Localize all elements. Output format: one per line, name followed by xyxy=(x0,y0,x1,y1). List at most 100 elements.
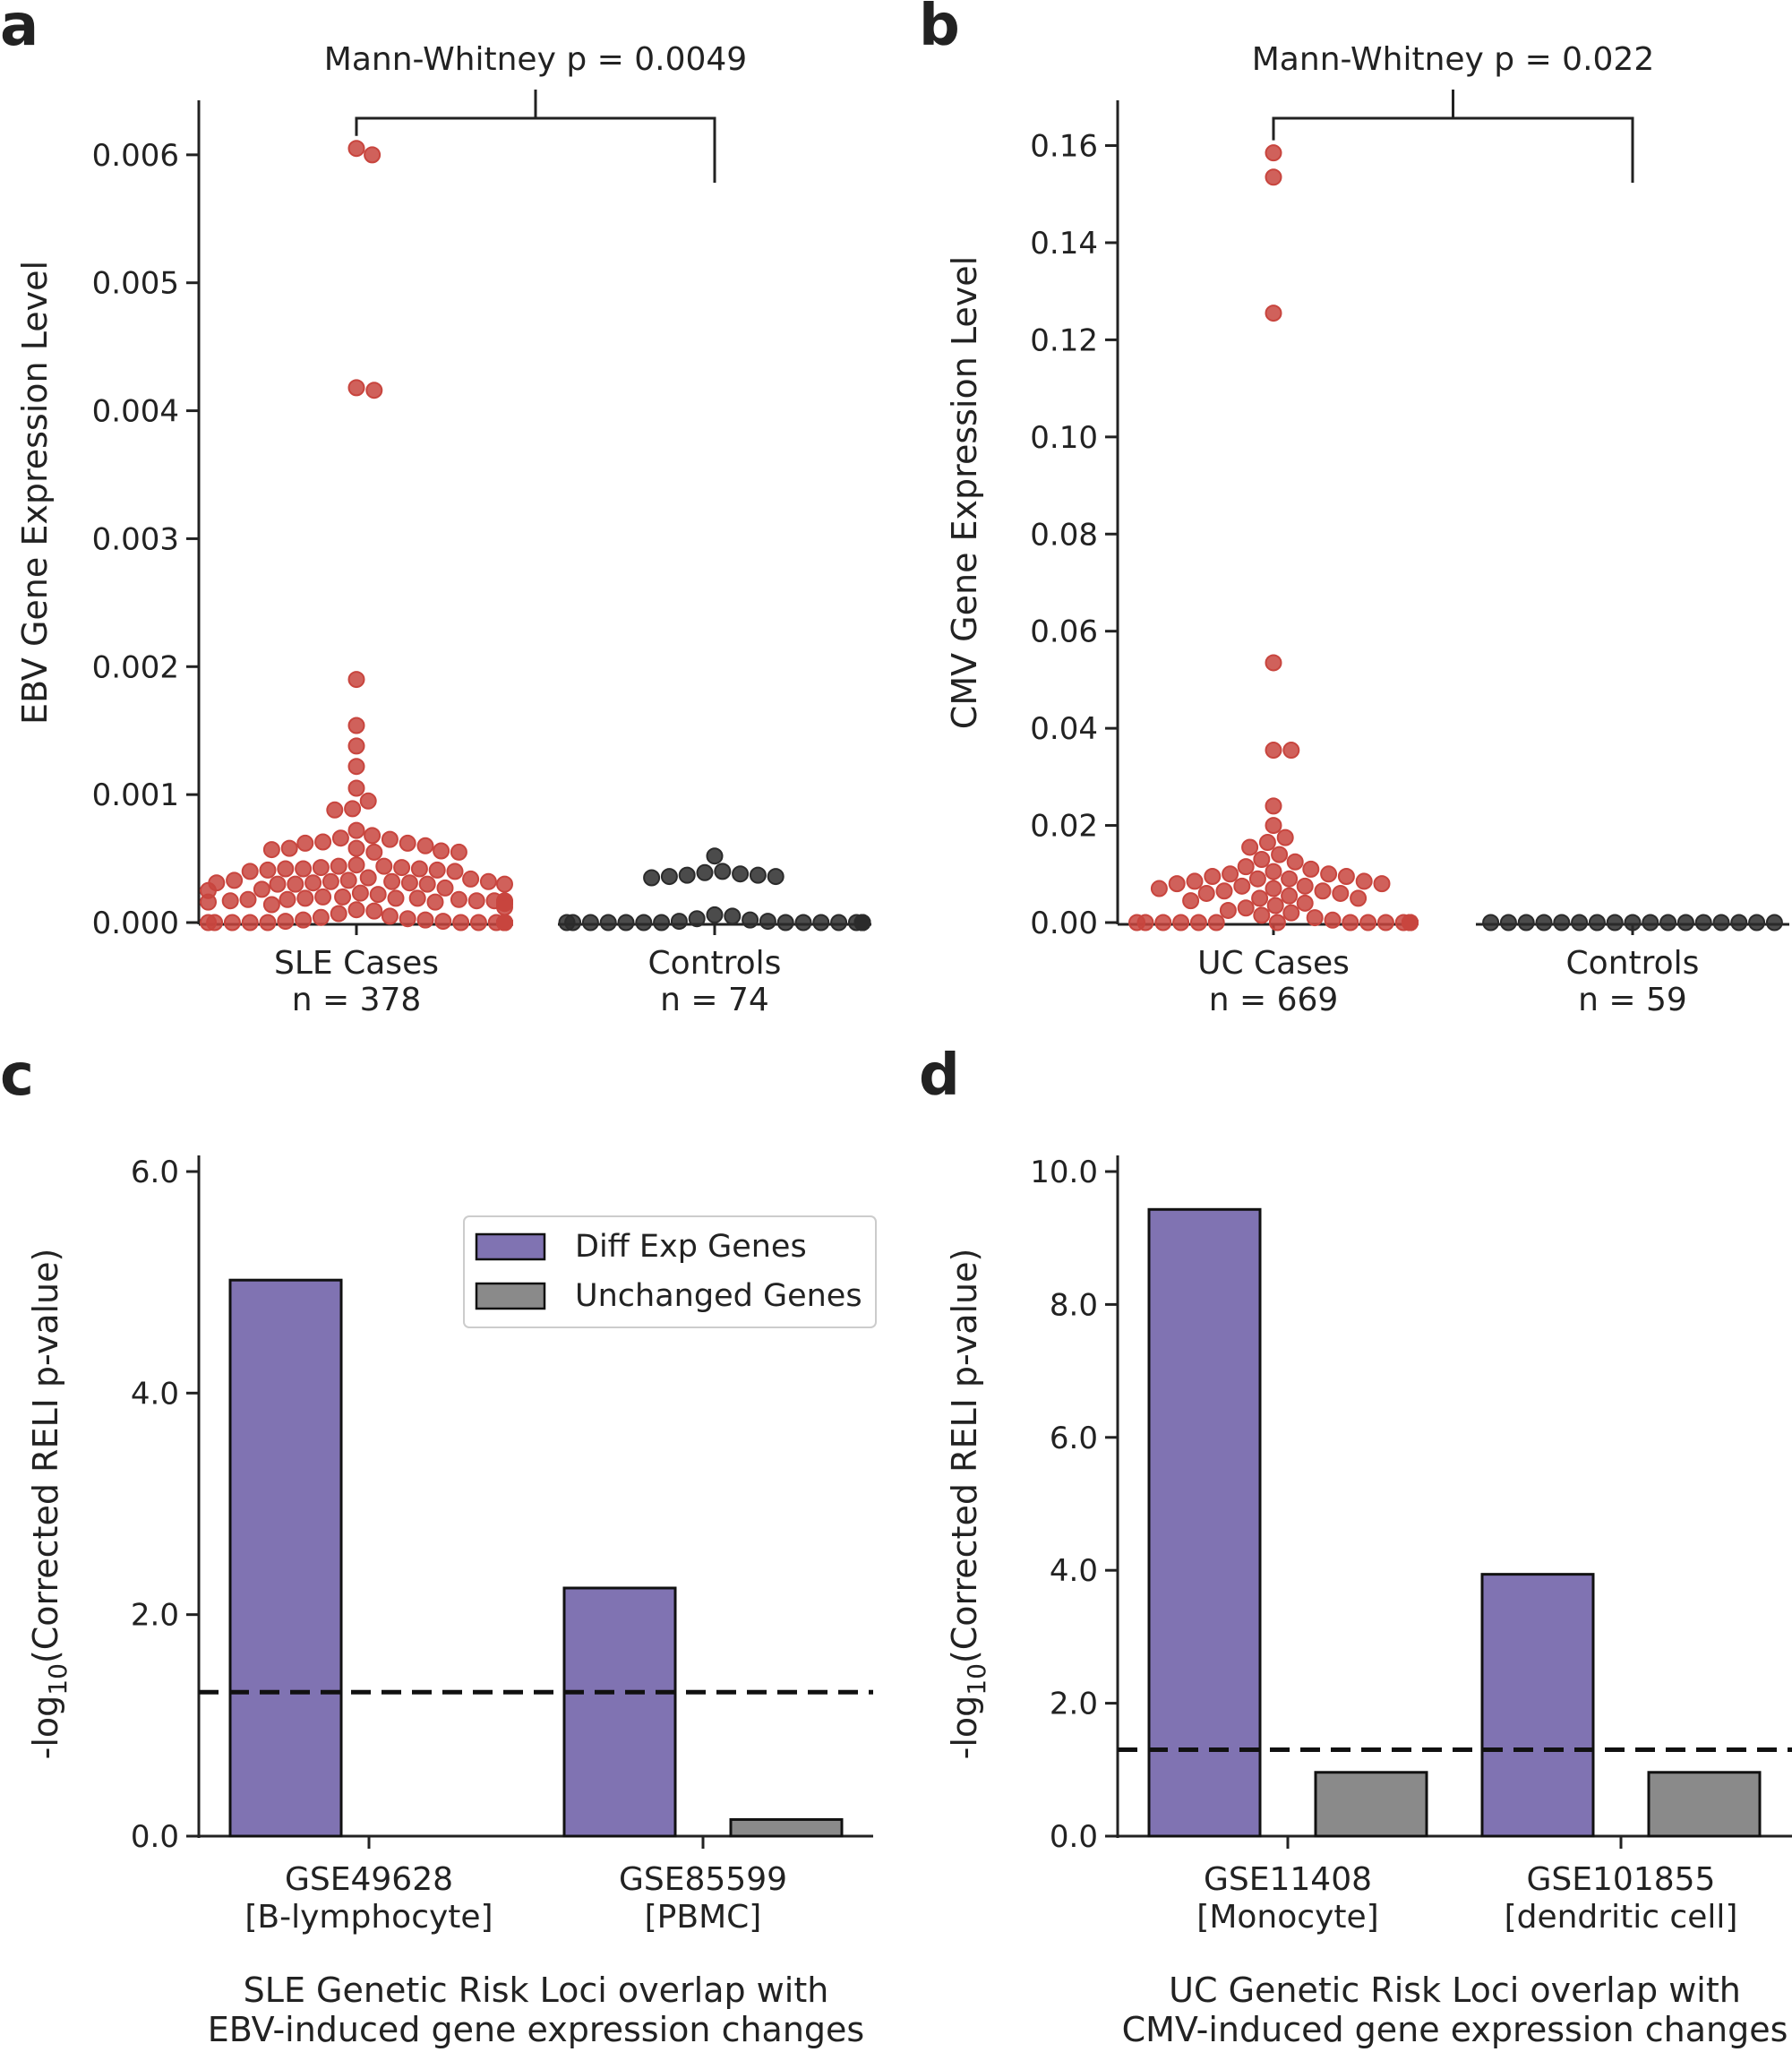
data-point xyxy=(1281,887,1299,905)
data-point xyxy=(496,914,513,932)
data-point xyxy=(408,889,426,907)
group-label: Controls xyxy=(648,945,782,982)
y-axis-label-prefix: -log xyxy=(945,1696,984,1760)
data-point xyxy=(749,866,767,884)
legend-label: Diff Exp Genes xyxy=(575,1229,807,1265)
legend-label: Unchanged Genes xyxy=(575,1278,862,1314)
y-axis-label-subscript: 10 xyxy=(962,1663,991,1696)
data-point xyxy=(1265,863,1282,880)
data-point xyxy=(1402,914,1419,932)
data-point xyxy=(269,875,287,893)
y-axis-label-suffix: (Corrected RELI p-value) xyxy=(26,1249,65,1663)
data-point xyxy=(1182,892,1200,910)
group-label: UC Cases xyxy=(1197,945,1350,982)
data-point xyxy=(1535,914,1553,932)
data-point xyxy=(1265,742,1282,760)
data-point xyxy=(1694,914,1712,932)
data-point xyxy=(714,863,732,880)
data-point xyxy=(767,868,785,886)
x-axis-title-line: SLE Genetic Risk Loci overlap with xyxy=(244,1970,829,2010)
data-point xyxy=(347,821,365,839)
data-point xyxy=(1499,914,1517,932)
data-point xyxy=(1765,914,1783,932)
data-point xyxy=(706,906,724,923)
data-point xyxy=(381,830,399,848)
data-point xyxy=(347,856,365,874)
data-point xyxy=(259,861,277,879)
data-point xyxy=(660,868,678,886)
data-point xyxy=(393,859,411,877)
data-point xyxy=(1248,870,1266,888)
data-point xyxy=(347,901,365,919)
data-point xyxy=(330,905,347,923)
data-point xyxy=(1517,914,1535,932)
data-point xyxy=(434,913,452,931)
data-point xyxy=(1186,872,1204,890)
data-point xyxy=(450,890,467,908)
data-point xyxy=(1237,899,1255,917)
data-point xyxy=(277,860,295,878)
y-tick-label: 0.006 xyxy=(92,138,179,174)
data-point xyxy=(1350,889,1368,907)
data-point xyxy=(1241,838,1259,856)
data-point xyxy=(1219,901,1237,919)
y-tick-label: 6.0 xyxy=(1050,1421,1098,1456)
y-tick-label: 0.003 xyxy=(92,521,179,557)
data-point xyxy=(1306,909,1324,927)
data-point xyxy=(1712,914,1730,932)
data-point xyxy=(1281,870,1299,888)
data-point xyxy=(351,884,369,902)
data-point xyxy=(347,671,365,689)
y-tick-label: 0.001 xyxy=(92,777,179,813)
data-point xyxy=(830,914,848,932)
panel-c-bar-chart: 0.0 2.0 4.0 6.0 GSE49628[B-lymphocyte] GSE855… xyxy=(26,1155,877,2049)
data-point xyxy=(347,758,365,776)
y-tick-label: 0.06 xyxy=(1030,614,1098,650)
data-point xyxy=(1233,877,1251,895)
data-point xyxy=(1265,305,1282,322)
x-axis-title-line: EBV-induced gene expression changes xyxy=(208,2010,864,2049)
data-point xyxy=(221,892,239,910)
category-label: GSE11408 xyxy=(1204,1861,1372,1898)
data-point xyxy=(1642,914,1659,932)
data-point xyxy=(262,841,280,859)
bar xyxy=(228,1278,343,1838)
panel-letter-c: c xyxy=(0,1043,34,1109)
data-point xyxy=(1154,914,1172,932)
category-label: GSE101855 xyxy=(1527,1861,1716,1898)
data-point xyxy=(1342,914,1359,932)
data-point xyxy=(1337,867,1355,885)
data-point xyxy=(653,914,671,932)
data-point xyxy=(1172,914,1190,932)
y-tick-label: 2.0 xyxy=(1050,1687,1098,1722)
data-point xyxy=(452,914,470,932)
data-point xyxy=(1571,914,1589,932)
y-axis-label: CMV Gene Expression Level xyxy=(945,256,984,729)
significance-annotation: Mann-Whitney p = 0.0049 xyxy=(324,41,747,78)
data-point xyxy=(253,880,270,898)
data-point xyxy=(1296,894,1314,912)
data-point xyxy=(200,893,217,911)
data-point xyxy=(262,896,280,914)
data-point xyxy=(1286,853,1304,871)
data-point xyxy=(462,870,480,888)
data-point xyxy=(1266,897,1284,914)
data-point xyxy=(241,914,259,932)
y-tick-label: 0.02 xyxy=(1030,809,1098,845)
data-point xyxy=(1265,168,1282,186)
y-tick-label: 0.10 xyxy=(1030,420,1098,456)
legend-swatch xyxy=(475,1282,546,1310)
data-point xyxy=(1253,851,1271,869)
data-point xyxy=(226,871,244,889)
data-point xyxy=(1237,858,1255,876)
data-point xyxy=(375,857,393,875)
data-point xyxy=(1189,914,1207,932)
data-point xyxy=(241,863,259,880)
data-point xyxy=(724,907,742,925)
y-tick-label: 0.000 xyxy=(92,906,179,941)
y-tick-label: 0.04 xyxy=(1030,711,1098,747)
data-point xyxy=(365,382,383,399)
legend-swatch xyxy=(475,1232,546,1261)
data-point xyxy=(287,875,304,893)
data-point xyxy=(334,888,352,906)
